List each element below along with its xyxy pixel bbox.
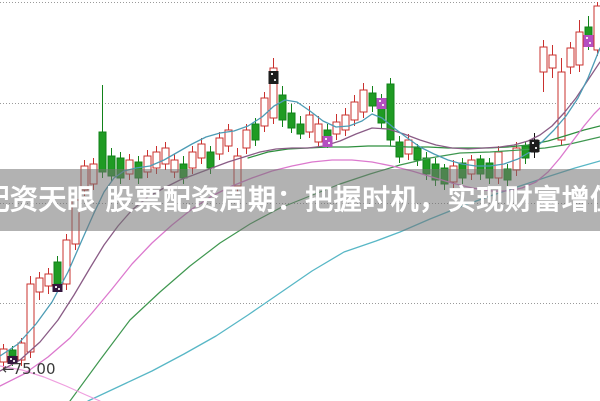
gridline-layer xyxy=(0,2,600,304)
ma-cyan-slowest xyxy=(87,160,600,401)
ma-rose-medium xyxy=(0,61,600,372)
ma-pink-outer xyxy=(0,365,101,401)
signal-marker-violet xyxy=(322,136,333,147)
signal-marker-violet xyxy=(583,35,594,47)
left-arrow-icon: ← xyxy=(2,360,15,378)
ma-teal-fast xyxy=(0,47,600,357)
price-annotation: ← 75.00 xyxy=(2,360,56,378)
signal-marker-dark xyxy=(52,284,63,292)
signal-marker-violet xyxy=(376,98,387,109)
signal-marker-dark xyxy=(7,356,18,364)
price-value: 75.00 xyxy=(12,360,56,378)
ma-magenta xyxy=(0,107,600,387)
candle-layer xyxy=(0,2,600,369)
signal-marker-black xyxy=(268,71,279,84)
signal-marker-layer xyxy=(7,35,594,364)
moving-average-layer xyxy=(0,47,600,401)
signal-marker-black xyxy=(529,140,540,152)
ma-green-mid xyxy=(69,136,600,401)
